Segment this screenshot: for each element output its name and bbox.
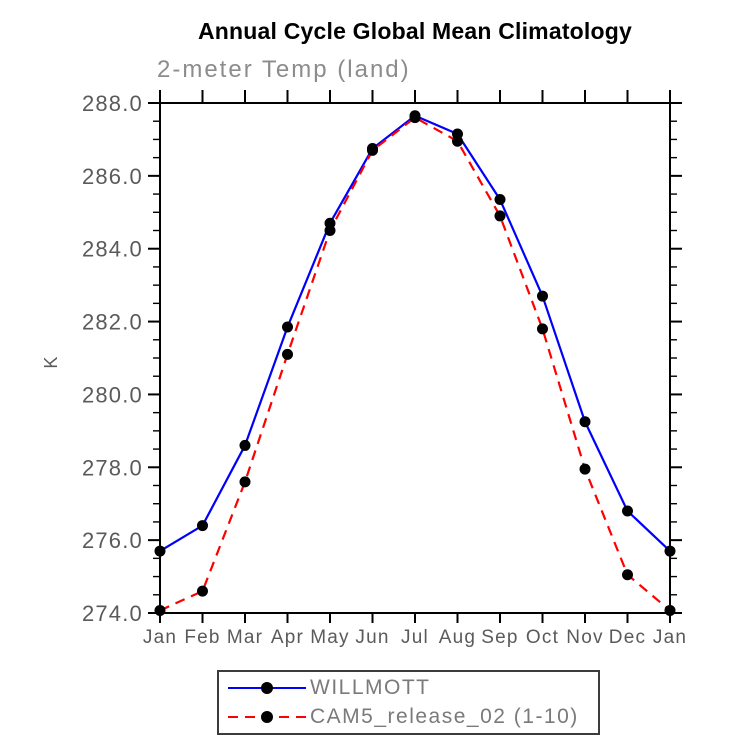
data-point-marker-1 [579, 463, 591, 475]
x-tick-label: Jan [143, 627, 177, 648]
data-point-marker-1 [537, 323, 548, 335]
legend-label-cam5: CAM5_release_02 (1-10) [310, 705, 579, 728]
data-point-marker-1 [452, 135, 463, 147]
x-tick-label: Dec [609, 627, 646, 648]
y-tick-label: 286.0 [82, 164, 143, 189]
legend: WILLMOTT CAM5_release_02 (1-10) [217, 670, 600, 735]
legend-item-willmott: WILLMOTT [228, 675, 598, 701]
data-point-marker-1 [239, 476, 251, 488]
legend-line-dashed-icon [228, 711, 306, 723]
legend-label-willmott: WILLMOTT [310, 676, 431, 699]
data-point-marker-1 [197, 585, 208, 597]
series-line-1 [159, 116, 671, 612]
legend-marker-dot-icon [261, 711, 273, 723]
data-point-marker-0 [282, 321, 293, 333]
data-point-marker-0 [537, 290, 548, 302]
x-tick-label: Jun [355, 627, 389, 648]
x-tick-label: Apr [271, 627, 304, 648]
legend-marker-dot-icon [261, 682, 273, 694]
data-point-marker-1 [154, 604, 166, 616]
x-tick-label: Feb [184, 627, 220, 648]
data-point-marker-1 [622, 569, 633, 581]
data-point-marker-1 [324, 225, 336, 236]
y-tick-label: 284.0 [82, 237, 143, 262]
x-tick-label: Sep [481, 627, 518, 648]
y-tick-label: 282.0 [82, 310, 143, 335]
legend-item-cam5: CAM5_release_02 (1-10) [228, 704, 598, 730]
data-point-marker-0 [154, 545, 166, 557]
x-tick-label: Nov [566, 627, 603, 648]
data-point-marker-1 [664, 604, 676, 616]
x-tick-label: Mar [227, 627, 263, 648]
chart-subtitle: 2-meter Temp (land) [157, 56, 411, 83]
data-point-marker-0 [622, 505, 633, 517]
y-axis-label: K [41, 355, 61, 368]
series-line-0 [159, 114, 671, 553]
x-tick-label: May [310, 627, 350, 648]
chart-title: Annual Cycle Global Mean Climatology [197, 18, 633, 44]
data-point-marker-1 [494, 210, 506, 222]
x-tick-label: Aug [439, 627, 476, 648]
y-tick-label: 288.0 [82, 91, 143, 116]
data-point-marker-0 [494, 194, 506, 206]
data-point-marker-0 [239, 439, 251, 451]
y-tick-label: 276.0 [82, 528, 143, 553]
x-tick-label: Jul [401, 627, 429, 648]
data-point-marker-1 [409, 112, 421, 124]
x-tick-label: Oct [526, 627, 559, 648]
data-point-marker-0 [197, 520, 208, 532]
data-point-marker-1 [367, 144, 378, 156]
data-point-marker-0 [579, 416, 591, 428]
y-tick-label: 280.0 [82, 382, 143, 407]
y-tick-label: 274.0 [82, 601, 143, 626]
legend-line-solid-icon [228, 682, 306, 694]
data-point-marker-0 [664, 545, 676, 557]
x-tick-label: Jan [653, 627, 687, 648]
plot-frame [159, 102, 671, 614]
data-point-marker-1 [282, 348, 293, 360]
y-tick-label: 278.0 [82, 455, 143, 480]
